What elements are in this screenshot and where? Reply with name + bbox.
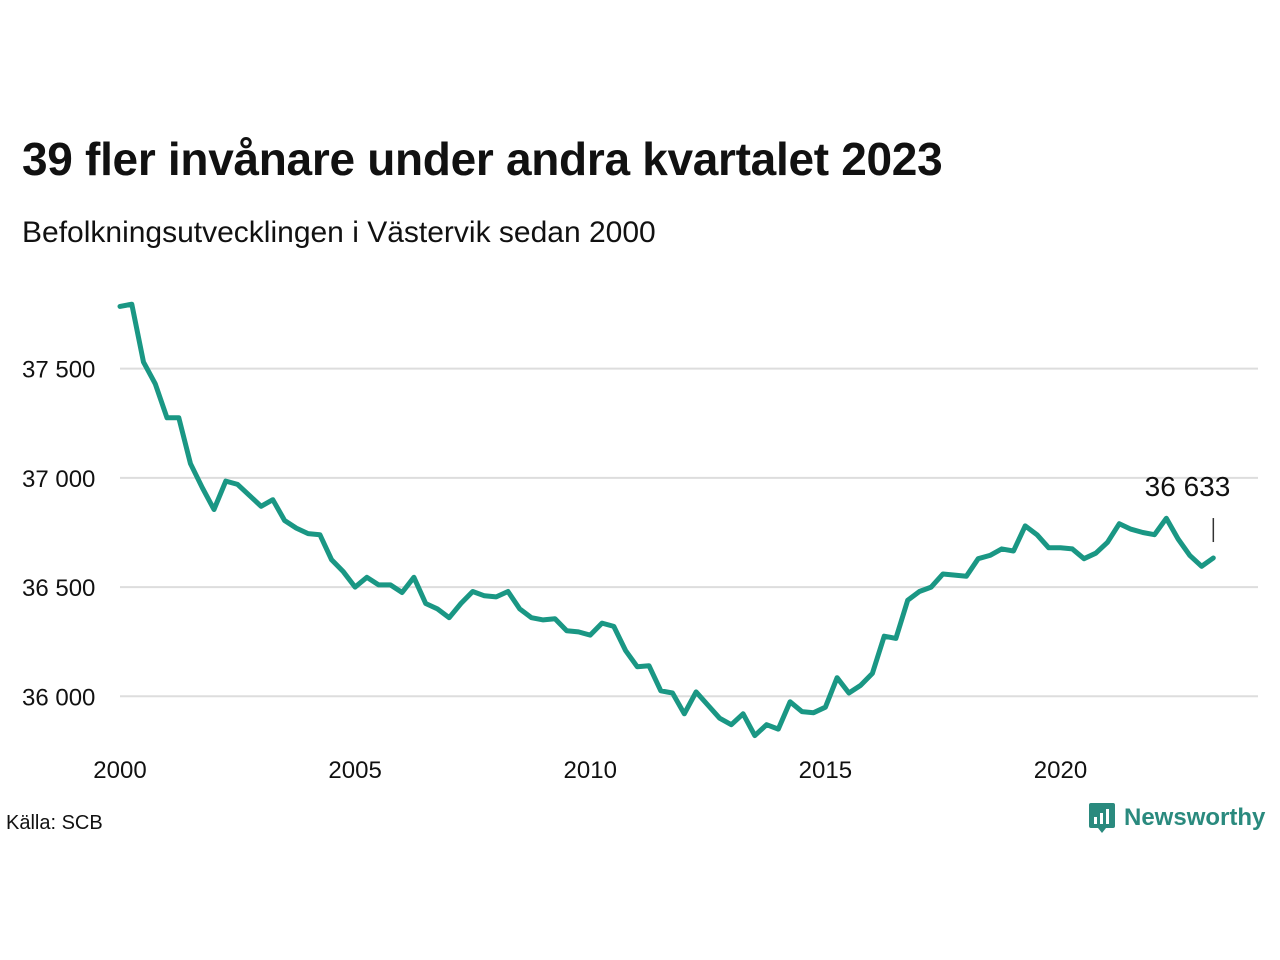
- y-tick-label: 37 000: [22, 466, 95, 493]
- series-layer: [117, 301, 1216, 739]
- newsworthy-logo-icon: [1089, 803, 1115, 833]
- chart-title: 39 fler invånare under andra kvartalet 2…: [22, 133, 943, 185]
- x-tick-label: 2005: [328, 757, 381, 784]
- gridlines: [120, 367, 1258, 698]
- y-tick-label: 37 500: [22, 357, 95, 384]
- y-axis-ticks: 36 000 36 500 37 000 37 500: [22, 357, 95, 712]
- x-tick-label: 2010: [564, 757, 617, 784]
- y-tick-label: 36 500: [22, 575, 95, 602]
- x-axis-ticks: 2000 2005 2010 2015 2020: [93, 757, 1087, 784]
- x-tick-label: 2000: [93, 757, 146, 784]
- y-tick-label: 36 000: [22, 684, 95, 711]
- x-tick-label: 2020: [1034, 757, 1087, 784]
- annotation: 36 633: [1145, 471, 1231, 543]
- annotation-label: 36 633: [1145, 471, 1231, 502]
- chart-subtitle: Befolkningsutvecklingen i Västervik seda…: [22, 216, 656, 249]
- x-tick-label: 2015: [799, 757, 852, 784]
- brand-name: Newsworthy: [1124, 804, 1266, 831]
- brand-logo: Newsworthy: [1088, 802, 1265, 834]
- source-note: Källa: SCB: [6, 812, 103, 834]
- series-line: [117, 301, 1216, 739]
